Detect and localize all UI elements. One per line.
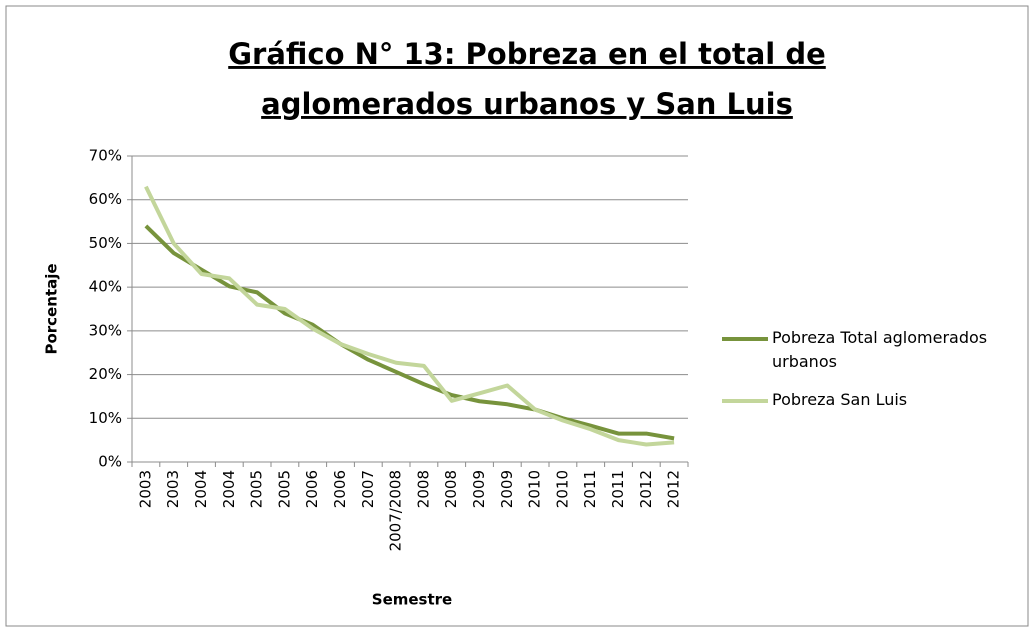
x-tick-label: 2008 bbox=[414, 470, 432, 508]
y-tick-label: 70% bbox=[89, 147, 122, 165]
chart-title: Gráfico N° 13: Pobreza en el total de bbox=[228, 37, 826, 71]
x-tick-label: 2008 bbox=[442, 470, 460, 508]
x-tick-label: 2011 bbox=[609, 470, 627, 508]
y-tick-label: 40% bbox=[89, 278, 122, 296]
legend-label: Pobreza San Luis bbox=[772, 390, 908, 409]
chart-title: aglomerados urbanos y San Luis bbox=[261, 87, 793, 121]
legend-swatch bbox=[722, 399, 768, 403]
x-tick-label: 2010 bbox=[553, 470, 571, 508]
series-line bbox=[144, 185, 675, 447]
y-tick-label: 50% bbox=[89, 234, 122, 252]
x-tick-label: 2005 bbox=[248, 470, 266, 508]
x-tick-label: 2010 bbox=[526, 470, 544, 508]
y-tick-label: 30% bbox=[89, 321, 122, 339]
x-tick-label: 2006 bbox=[303, 470, 321, 508]
legend: Pobreza Total aglomerados urbanos Pobreza… bbox=[722, 326, 1032, 426]
series-line bbox=[144, 224, 675, 441]
x-tick-label: 2005 bbox=[275, 470, 293, 508]
x-tick-label: 2012 bbox=[665, 470, 683, 508]
x-tick-label: 2011 bbox=[581, 470, 599, 508]
legend-item: Pobreza Total aglomerados urbanos bbox=[722, 326, 1032, 374]
x-tick-label: 2003 bbox=[136, 470, 154, 508]
legend-label: Pobreza Total aglomerados urbanos bbox=[772, 328, 988, 371]
y-tick-label: 0% bbox=[98, 453, 122, 471]
x-tick-label: 2003 bbox=[164, 470, 182, 508]
y-tick-label: 60% bbox=[89, 190, 122, 208]
legend-item: Pobreza San Luis bbox=[722, 388, 1032, 412]
y-tick-label: 20% bbox=[89, 365, 122, 383]
x-tick-label: 2004 bbox=[220, 470, 238, 508]
x-tick-label: 2009 bbox=[498, 470, 516, 508]
x-tick-label: 2007 bbox=[359, 470, 377, 508]
x-tick-label: 2009 bbox=[470, 470, 488, 508]
x-tick-label: 2012 bbox=[637, 470, 655, 508]
x-tick-label: 2004 bbox=[192, 470, 210, 508]
legend-swatch bbox=[722, 337, 768, 341]
x-tick-label: 2006 bbox=[331, 470, 349, 508]
y-axis-title: Porcentaje bbox=[43, 263, 61, 354]
chart-frame bbox=[5, 5, 1029, 627]
x-tick-label: 2007/2008 bbox=[387, 470, 405, 551]
x-axis-title: Semestre bbox=[372, 591, 452, 609]
y-tick-label: 10% bbox=[89, 409, 122, 427]
